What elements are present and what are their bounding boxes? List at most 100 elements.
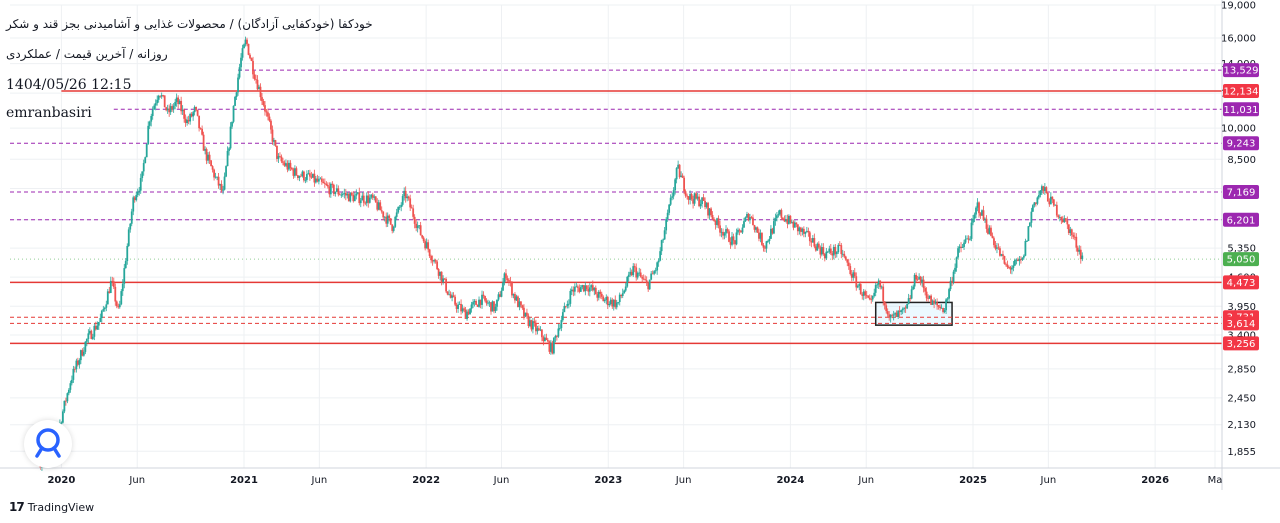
candle bbox=[1081, 255, 1084, 260]
candle bbox=[1058, 217, 1061, 218]
candle bbox=[427, 242, 430, 250]
candle bbox=[970, 222, 973, 239]
candle bbox=[690, 193, 693, 200]
candle bbox=[799, 227, 802, 232]
level-badges: 13,529 12,134 11,031 9,243 7,169 6,201 5,050 4,… bbox=[1223, 63, 1259, 351]
price-badge bbox=[1223, 252, 1259, 267]
candle bbox=[779, 210, 781, 215]
candle bbox=[376, 202, 379, 210]
chart-subtitle: روزانه / آخرین قیمت / عملکردی bbox=[6, 47, 168, 61]
candle bbox=[767, 240, 769, 242]
candle bbox=[768, 238, 771, 241]
candle bbox=[891, 314, 894, 316]
candle bbox=[434, 260, 437, 262]
candle bbox=[966, 238, 968, 240]
candle bbox=[847, 262, 850, 267]
candle bbox=[967, 238, 970, 240]
candle bbox=[1061, 219, 1064, 223]
candle bbox=[686, 195, 689, 197]
candle bbox=[958, 246, 961, 249]
lamp-pin-icon[interactable] bbox=[24, 420, 72, 468]
candle bbox=[669, 197, 672, 205]
candle bbox=[100, 310, 103, 319]
candle bbox=[940, 307, 943, 309]
candle bbox=[825, 251, 828, 259]
candle bbox=[445, 279, 448, 292]
candle bbox=[546, 340, 549, 342]
candle bbox=[397, 207, 400, 213]
time-tick-label: 2021 bbox=[230, 475, 258, 486]
candle bbox=[237, 77, 239, 93]
candle bbox=[226, 150, 229, 167]
candle bbox=[542, 337, 545, 342]
candle bbox=[991, 235, 994, 239]
candle bbox=[320, 178, 323, 182]
candle bbox=[157, 95, 160, 100]
candle bbox=[584, 285, 587, 292]
candle bbox=[325, 183, 328, 186]
candle bbox=[871, 295, 874, 300]
candle bbox=[617, 302, 620, 303]
candle bbox=[765, 241, 768, 249]
candle bbox=[481, 294, 483, 305]
candle bbox=[702, 197, 705, 201]
candle bbox=[798, 227, 801, 232]
candle bbox=[1054, 204, 1057, 206]
price-tick-label: 8,500 bbox=[1227, 155, 1256, 166]
candle bbox=[762, 244, 765, 248]
candle bbox=[650, 273, 653, 280]
candle bbox=[198, 115, 201, 129]
candle bbox=[814, 246, 817, 251]
candle bbox=[103, 307, 106, 310]
candle bbox=[127, 229, 130, 246]
candle bbox=[832, 246, 835, 256]
candle bbox=[599, 291, 602, 294]
candle bbox=[452, 295, 455, 297]
candle bbox=[271, 129, 274, 142]
candle bbox=[449, 294, 452, 298]
candle bbox=[656, 262, 659, 271]
candle bbox=[933, 300, 935, 304]
candle bbox=[305, 174, 308, 180]
candle bbox=[936, 302, 938, 306]
time-axis[interactable]: 2020 Jun 2021 Jun 2022 Jun 2023 Jun 2024 Jun 2025 J… bbox=[0, 467, 1280, 486]
candle bbox=[458, 303, 461, 305]
candle bbox=[569, 290, 572, 304]
candle bbox=[1055, 204, 1058, 216]
candle bbox=[169, 106, 172, 113]
candle bbox=[404, 190, 407, 199]
candle bbox=[174, 101, 177, 106]
level-lines[interactable] bbox=[10, 69, 1222, 345]
candle bbox=[249, 54, 251, 59]
price-tick-label: 10,000 bbox=[1221, 124, 1256, 135]
candle bbox=[996, 247, 998, 249]
candle bbox=[207, 154, 209, 161]
candle bbox=[708, 208, 711, 216]
candle bbox=[422, 237, 425, 242]
price-badge-label: 9,243 bbox=[1227, 139, 1256, 150]
candle bbox=[154, 103, 157, 106]
candle bbox=[729, 241, 732, 245]
price-badge bbox=[1223, 63, 1259, 78]
candle bbox=[69, 383, 72, 390]
candle bbox=[725, 229, 727, 234]
candle bbox=[695, 193, 697, 199]
candle bbox=[999, 248, 1001, 256]
candle bbox=[400, 204, 403, 207]
candle bbox=[130, 211, 133, 224]
tradingview-logo[interactable]: 17 TradingView bbox=[9, 500, 94, 514]
candle bbox=[475, 300, 477, 305]
price-badge-label: 3,614 bbox=[1227, 319, 1256, 330]
candle bbox=[409, 198, 412, 208]
chart-date: 1404/05/26 12:15 bbox=[6, 77, 132, 93]
candle bbox=[1000, 254, 1003, 256]
candle bbox=[927, 298, 930, 300]
candle bbox=[852, 272, 855, 278]
candle bbox=[615, 302, 618, 308]
candle bbox=[97, 321, 100, 326]
candle bbox=[776, 215, 778, 219]
candle bbox=[262, 101, 265, 106]
candle bbox=[473, 300, 476, 303]
candle bbox=[126, 245, 129, 262]
